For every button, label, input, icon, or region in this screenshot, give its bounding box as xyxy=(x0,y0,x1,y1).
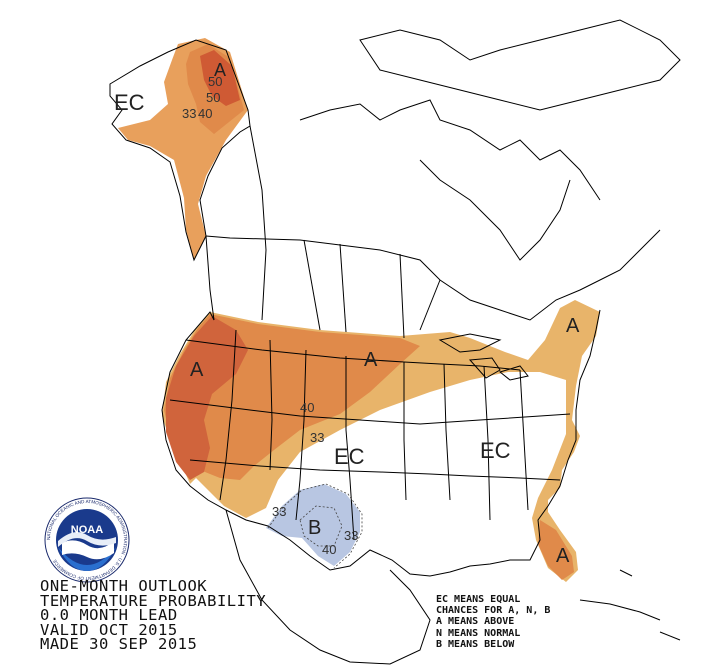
category-labels: EC A A A A A EC EC B xyxy=(114,60,580,567)
label-ec-alaska: EC xyxy=(114,90,145,115)
contour-label-west-40: 40 xyxy=(300,400,314,415)
contour-label-sw-40: 40 xyxy=(322,542,336,557)
title-line-1: ONE-MONTH OUTLOOK xyxy=(40,577,208,595)
conus-above-50-area xyxy=(166,316,248,480)
contour-label-ak-50b: 50 xyxy=(206,90,220,105)
contour-label-ak-40: 40 xyxy=(198,106,212,121)
label-ec-central: EC xyxy=(334,444,365,469)
legend-line-5: B MEANS BELOW xyxy=(436,638,515,650)
southwest-below-33-area xyxy=(266,484,360,566)
legend-line-3: A MEANS ABOVE xyxy=(436,616,515,628)
label-b-southwest: B xyxy=(308,517,321,539)
alaska-above-50-area xyxy=(200,50,240,106)
title-line-2: TEMPERATURE PROBABILITY xyxy=(40,591,267,610)
noaa-logo-icon: NOAA NATIONAL OCEANIC AND ATMOSPHERIC AD… xyxy=(44,497,130,583)
contour-label-sw-33b: 33 xyxy=(344,528,358,543)
label-a-plains: A xyxy=(364,349,378,371)
label-a-alaska: A xyxy=(214,60,226,80)
title-line-3: 0.0 MONTH LEAD xyxy=(40,606,178,625)
outlook-title-block: ONE-MONTH OUTLOOK TEMPERATURE PROBABILIT… xyxy=(40,577,267,654)
label-a-northeast: A xyxy=(566,315,580,337)
contours xyxy=(267,483,363,569)
contour-label-west-33: 33 xyxy=(310,430,324,445)
title-line-5: MADE 30 SEP 2015 xyxy=(40,635,198,654)
florida-above-area xyxy=(538,520,574,580)
legend-line-2: CHANCES FOR A, N, B xyxy=(436,605,551,617)
contour-value-labels: 50 50 40 33 40 33 33 33 40 xyxy=(182,74,358,557)
boundaries xyxy=(109,19,681,665)
legend-line-4: N MEANS NORMAL xyxy=(436,627,521,639)
label-ec-east: EC xyxy=(480,438,511,463)
label-a-florida: A xyxy=(556,545,570,567)
contour-label-ak-33: 33 xyxy=(182,106,196,121)
contour-label-sw-33a: 33 xyxy=(272,504,286,519)
legend-block: EC MEANS EQUAL CHANCES FOR A, N, B A MEA… xyxy=(436,594,550,650)
label-a-west: A xyxy=(190,359,204,381)
legend-line-1: EC MEANS EQUAL xyxy=(436,594,521,605)
title-line-4: VALID OCT 2015 xyxy=(40,620,178,639)
below-normal-shading xyxy=(266,484,360,566)
contour-label-ak-50a: 50 xyxy=(208,74,222,89)
noaa-logo-text: NOAA xyxy=(71,524,103,536)
